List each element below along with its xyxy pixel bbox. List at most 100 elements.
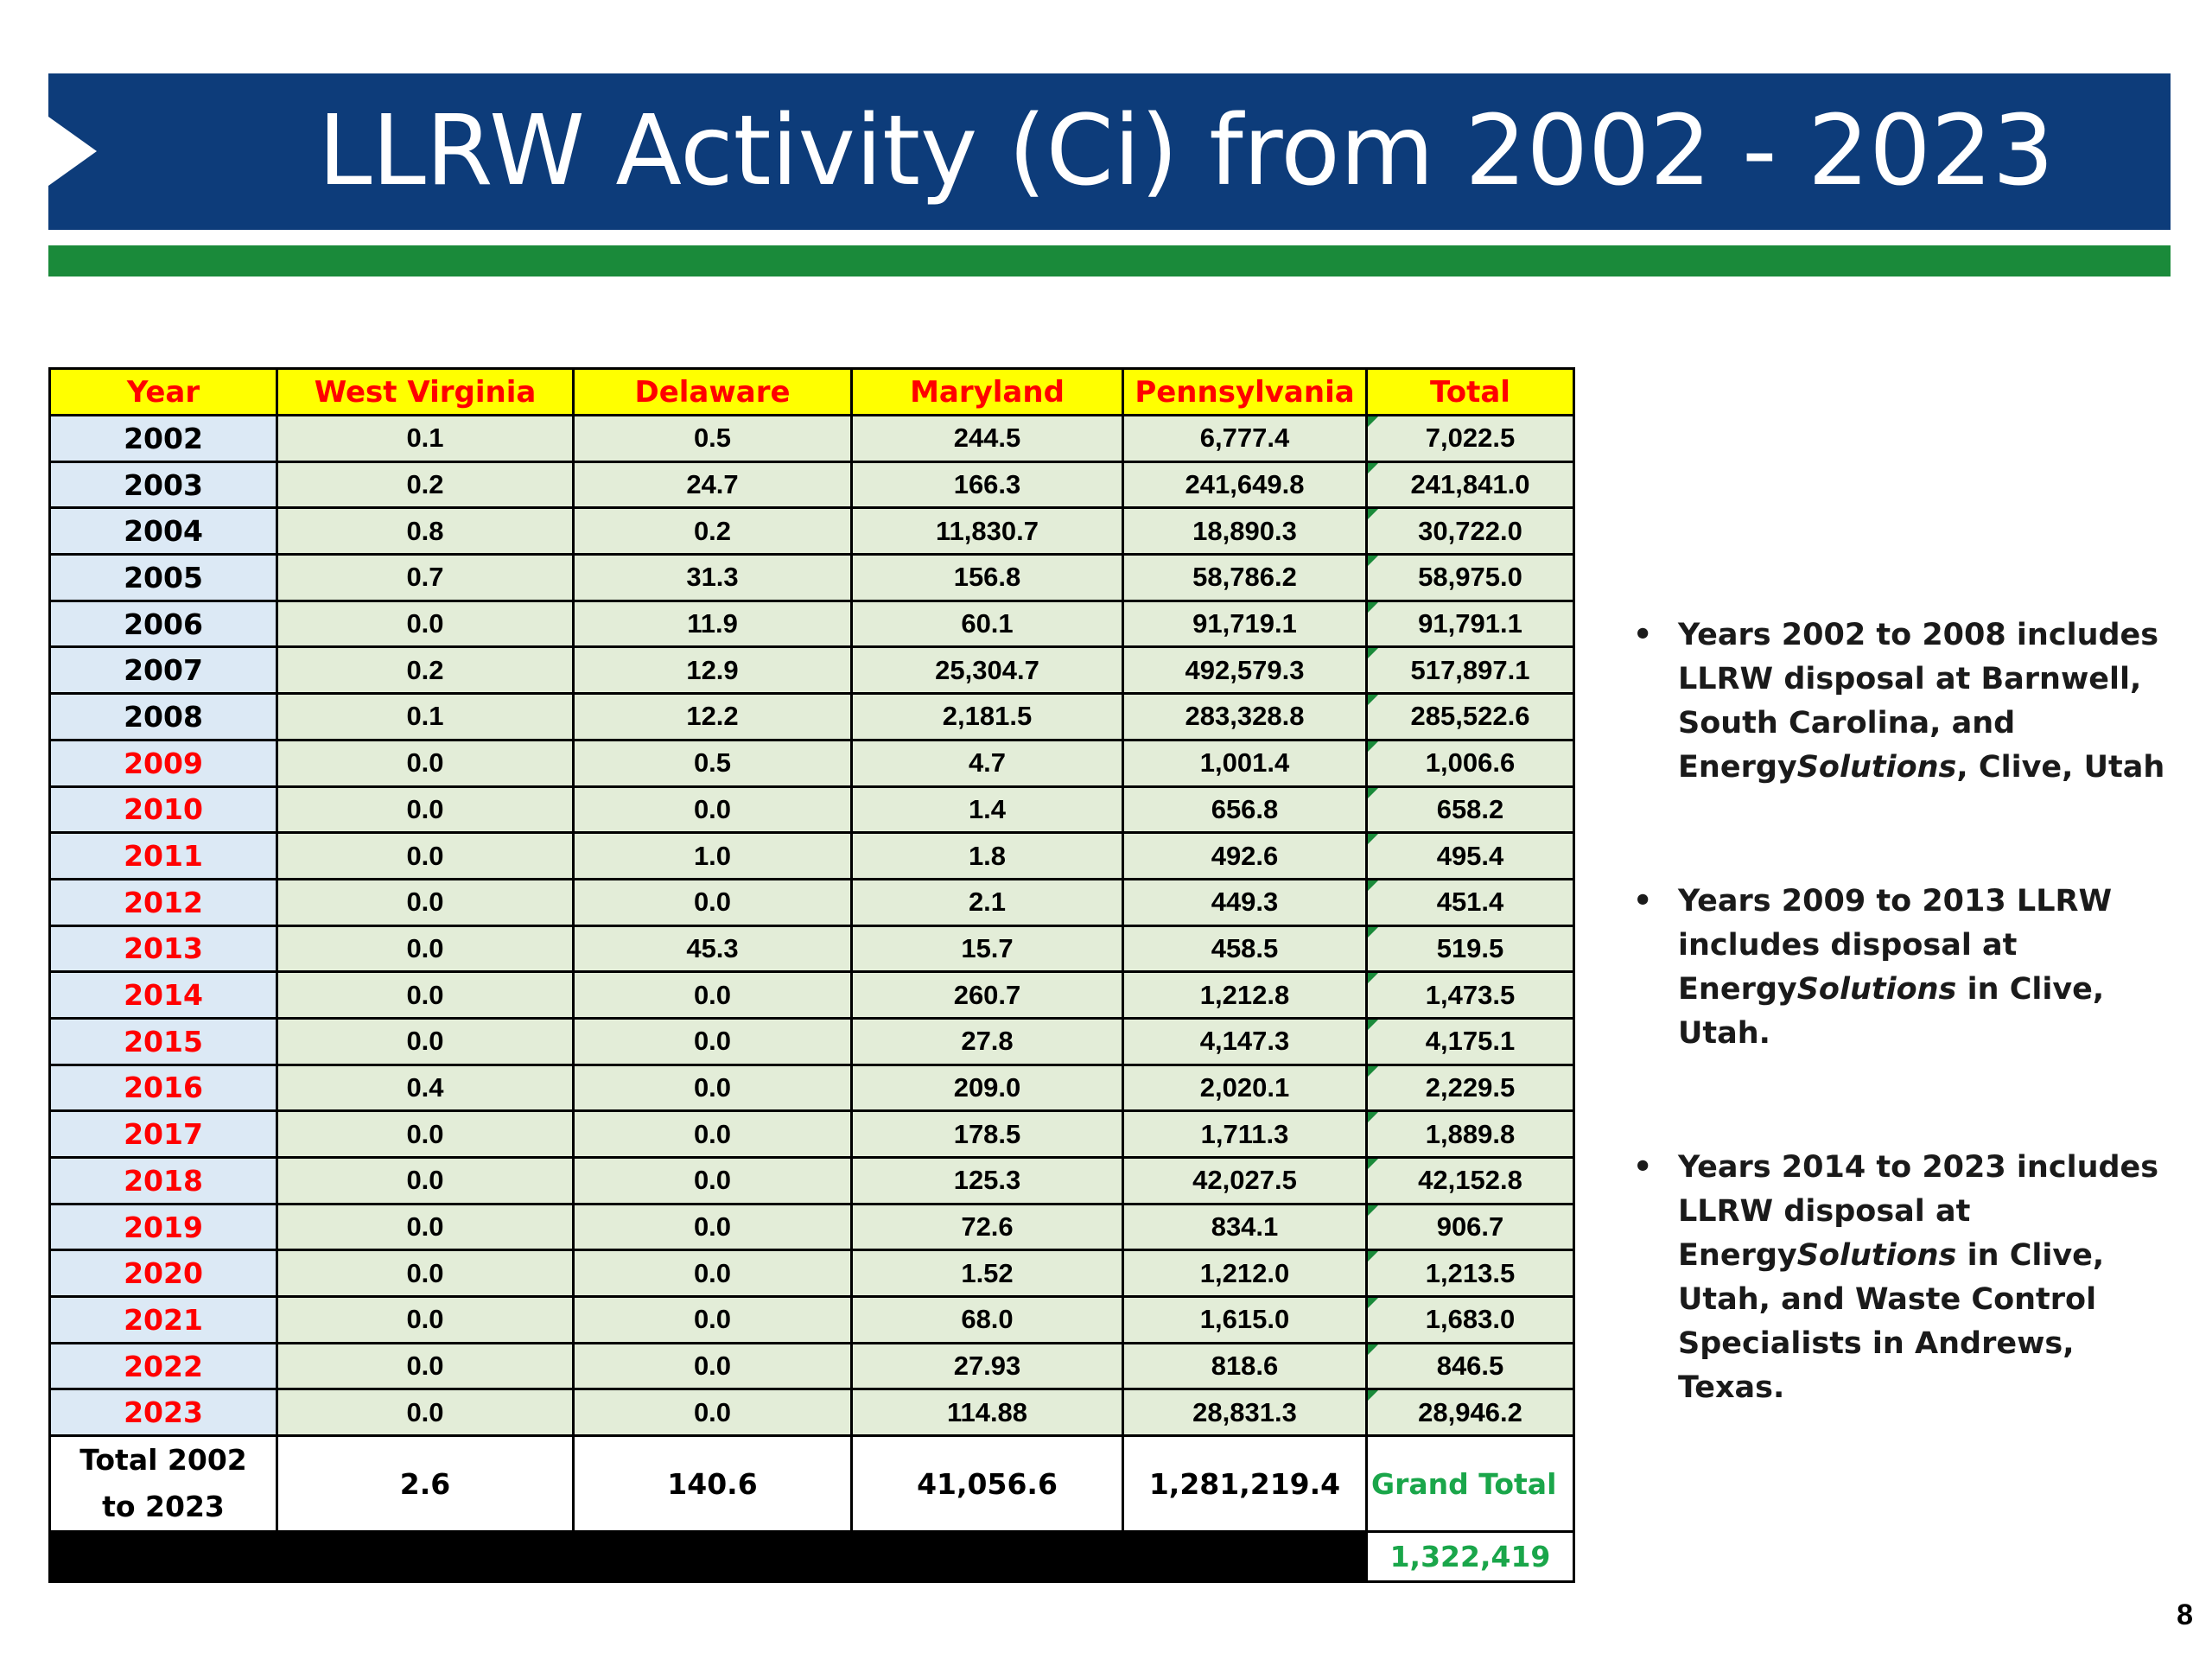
cell-year: 2002 <box>48 414 278 463</box>
cell-west-virginia: 0.0 <box>276 877 575 927</box>
cell-total: 4,175.1 <box>1365 1016 1575 1066</box>
cell-year: 2023 <box>48 1388 278 1438</box>
cell-maryland: 260.7 <box>850 970 1124 1020</box>
cell-west-virginia: 0.0 <box>276 1295 575 1344</box>
cell-total: 58,975.0 <box>1365 553 1575 602</box>
cell-west-virginia: 0.0 <box>276 831 575 880</box>
cell-west-virginia: 0.7 <box>276 553 575 602</box>
cell-pennsylvania: 458.5 <box>1122 924 1368 974</box>
cell-delaware: 24.7 <box>572 460 853 510</box>
cell-total: 519.5 <box>1365 924 1575 974</box>
cell-total: 1,006.6 <box>1365 738 1575 788</box>
cell-total: 1,683.0 <box>1365 1295 1575 1344</box>
cell-year: 2009 <box>48 738 278 788</box>
cell-total: 1,213.5 <box>1365 1249 1575 1299</box>
cell-delaware: 0.0 <box>572 1109 853 1159</box>
notes-list: • Years 2002 to 2008 includes LLRW dispo… <box>1633 613 2169 1410</box>
cell-year: 2016 <box>48 1063 278 1113</box>
header-pennsylvania: Pennsylvania <box>1122 367 1368 416</box>
cell-year: 2013 <box>48 924 278 974</box>
cell-maryland: 156.8 <box>850 553 1124 602</box>
cell-maryland: 25,304.7 <box>850 645 1124 696</box>
cell-pennsylvania: 834.1 <box>1122 1202 1368 1252</box>
cell-pennsylvania: 1,711.3 <box>1122 1109 1368 1159</box>
cell-delaware: 0.0 <box>572 970 853 1020</box>
cell-maryland: 178.5 <box>850 1109 1124 1159</box>
cell-maryland: 11,830.7 <box>850 506 1124 556</box>
cell-total: 1,473.5 <box>1365 970 1575 1020</box>
cell-year: 2005 <box>48 553 278 602</box>
cell-total: 28,946.2 <box>1365 1388 1575 1438</box>
cell-year: 2017 <box>48 1109 278 1159</box>
cell-maryland: 244.5 <box>850 414 1124 463</box>
table-row: 2009 0.0 0.5 4.7 1,001.4 1,006.6 <box>48 738 1575 788</box>
cell-delaware: 45.3 <box>572 924 853 974</box>
cell-maryland: 15.7 <box>850 924 1124 974</box>
cell-maryland: 4.7 <box>850 738 1124 788</box>
slide-title: LLRW Activity (Ci) from 2002 - 2023 <box>318 95 2055 207</box>
table-row: 2002 0.1 0.5 244.5 6,777.4 7,022.5 <box>48 414 1575 463</box>
cell-total: 30,722.0 <box>1365 506 1575 556</box>
header-delaware: Delaware <box>572 367 853 416</box>
table-row: 2013 0.0 45.3 15.7 458.5 519.5 <box>48 924 1575 974</box>
summary-west-virginia: 2.6 <box>276 1434 575 1534</box>
cell-maryland: 125.3 <box>850 1156 1124 1205</box>
cell-delaware: 0.0 <box>572 877 853 927</box>
cell-pennsylvania: 4,147.3 <box>1122 1016 1368 1066</box>
arrow-icon <box>48 117 97 186</box>
cell-maryland: 1.8 <box>850 831 1124 880</box>
cell-west-virginia: 0.0 <box>276 924 575 974</box>
table-row: 2004 0.8 0.2 11,830.7 18,890.3 30,722.0 <box>48 506 1575 556</box>
table-row: 2022 0.0 0.0 27.93 818.6 846.5 <box>48 1341 1575 1391</box>
table-body: 2002 0.1 0.5 244.5 6,777.4 7,022.5 2003 0.2 24.7… <box>48 414 1575 1438</box>
cell-total: 517,897.1 <box>1365 645 1575 696</box>
header-total: Total <box>1365 367 1575 416</box>
cell-pennsylvania: 656.8 <box>1122 785 1368 835</box>
header-maryland: Maryland <box>850 367 1124 416</box>
table-row: 2018 0.0 0.0 125.3 42,027.5 42,152.8 <box>48 1156 1575 1205</box>
cell-year: 2015 <box>48 1016 278 1066</box>
cell-pennsylvania: 58,786.2 <box>1122 553 1368 602</box>
cell-west-virginia: 0.1 <box>276 414 575 463</box>
cell-year: 2022 <box>48 1341 278 1391</box>
cell-pennsylvania: 449.3 <box>1122 877 1368 927</box>
cell-pennsylvania: 1,212.0 <box>1122 1249 1368 1299</box>
table-row: 2007 0.2 12.9 25,304.7 492,579.3 517,897.1 <box>48 645 1575 696</box>
cell-total: 241,841.0 <box>1365 460 1575 510</box>
cell-pennsylvania: 42,027.5 <box>1122 1156 1368 1205</box>
cell-west-virginia: 0.0 <box>276 599 575 649</box>
cell-total: 285,522.6 <box>1365 692 1575 741</box>
cell-delaware: 1.0 <box>572 831 853 880</box>
cell-delaware: 0.0 <box>572 1063 853 1113</box>
cell-year: 2008 <box>48 692 278 741</box>
cell-delaware: 12.2 <box>572 692 853 741</box>
grand-total-value: 1,322,419 <box>1365 1530 1575 1584</box>
summary-pennsylvania: 1,281,219.4 <box>1122 1434 1368 1534</box>
cell-west-virginia: 0.0 <box>276 1156 575 1205</box>
cell-maryland: 1.4 <box>850 785 1124 835</box>
table-row: 2005 0.7 31.3 156.8 58,786.2 58,975.0 <box>48 553 1575 602</box>
cell-total: 846.5 <box>1365 1341 1575 1391</box>
cell-maryland: 60.1 <box>850 599 1124 649</box>
cell-pennsylvania: 28,831.3 <box>1122 1388 1368 1438</box>
cell-pennsylvania: 91,719.1 <box>1122 599 1368 649</box>
cell-west-virginia: 0.0 <box>276 1249 575 1299</box>
cell-west-virginia: 0.0 <box>276 1202 575 1252</box>
summary-label: Total 2002 to 2023 <box>48 1434 278 1534</box>
note-item-barnwell: • Years 2002 to 2008 includes LLRW dispo… <box>1633 613 2169 790</box>
cell-total: 495.4 <box>1365 831 1575 880</box>
cell-delaware: 0.0 <box>572 1295 853 1344</box>
cell-year: 2003 <box>48 460 278 510</box>
cell-pennsylvania: 492,579.3 <box>1122 645 1368 696</box>
cell-maryland: 1.52 <box>850 1249 1124 1299</box>
cell-west-virginia: 0.0 <box>276 738 575 788</box>
cell-total: 7,022.5 <box>1365 414 1575 463</box>
cell-delaware: 0.0 <box>572 1388 853 1438</box>
cell-year: 2021 <box>48 1295 278 1344</box>
note-italic: Solutions <box>1796 972 1957 1007</box>
cell-year: 2020 <box>48 1249 278 1299</box>
cell-delaware: 0.0 <box>572 1249 853 1299</box>
accent-bar <box>48 245 2171 276</box>
cell-pennsylvania: 6,777.4 <box>1122 414 1368 463</box>
